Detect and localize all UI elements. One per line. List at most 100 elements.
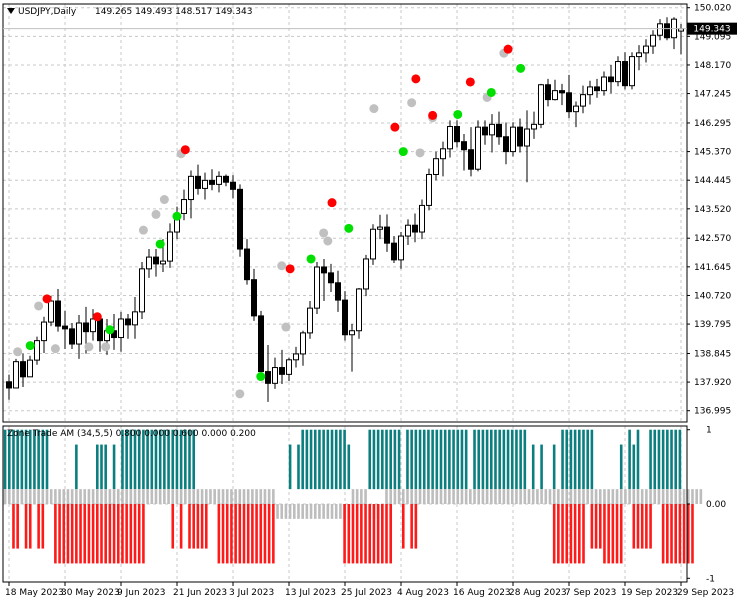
bull-candle-body	[524, 128, 530, 147]
indicator-teal-bar	[12, 429, 15, 490]
indicator-grey-bar	[330, 504, 334, 519]
bear-candle-body	[83, 322, 89, 333]
indicator-grey-bar	[464, 489, 468, 504]
bull-candle-body	[118, 318, 124, 339]
bull-candle-body	[636, 52, 642, 58]
indicator-teal-bar	[464, 429, 468, 490]
indicator-teal-bar	[20, 429, 24, 490]
indicator-axis: 1 0.00 -1	[687, 426, 726, 584]
indicator-bars	[3, 429, 703, 564]
indicator-grey-bar	[217, 489, 221, 504]
time-tick-label: 19 Sep 2023	[621, 588, 678, 598]
indicator-teal-bar	[498, 429, 501, 490]
candle	[146, 249, 152, 278]
indicator-red-bar	[401, 504, 405, 549]
time-tick-label: 3 Jul 2023	[229, 588, 274, 598]
indicator-grey-bar	[163, 489, 166, 504]
indicator-grey-bar	[678, 489, 682, 504]
bear-candle-body	[545, 84, 551, 101]
indicator-teal-bar	[137, 429, 141, 490]
indicator-grey-bar	[16, 489, 19, 504]
indicator-red-bar	[66, 504, 70, 564]
candle	[279, 349, 285, 384]
indicator-grey-bar	[410, 489, 413, 504]
candle	[286, 357, 292, 382]
bull-candle-body	[27, 359, 33, 378]
bear-candle-body	[55, 300, 61, 327]
bear-candle-body	[97, 318, 103, 342]
indicator-grey-bar	[301, 504, 304, 519]
bear-candle-body	[622, 61, 628, 87]
candle	[370, 224, 376, 265]
candle	[594, 78, 600, 98]
bull-candle-body	[447, 126, 453, 150]
signal-dot-grey	[50, 344, 60, 354]
indicator-teal-bar	[334, 429, 338, 490]
indicator-grey-bar	[37, 489, 40, 504]
indicator-red-bar	[221, 504, 225, 564]
indicator-red-bar	[594, 504, 598, 549]
candle	[601, 71, 607, 96]
triangle-down-icon[interactable]	[7, 8, 15, 14]
indicator-grey-bar	[242, 489, 246, 504]
bull-candle-body	[146, 256, 152, 270]
bear-candle-body	[335, 282, 341, 301]
candle	[608, 64, 614, 94]
bull-candle-body	[510, 126, 516, 153]
candle	[258, 310, 264, 378]
signal-dot-green	[453, 109, 463, 119]
indicator-grey-bar	[389, 489, 392, 504]
indicator-teal-bar	[448, 429, 451, 490]
bull-candle-body	[363, 258, 369, 290]
indicator-grey-bar	[209, 489, 212, 504]
indicator-grey-bar	[661, 489, 665, 504]
indicator-grey-bar	[246, 489, 250, 504]
indicator-red-bar	[670, 504, 673, 564]
indicator-grey-bar	[607, 489, 610, 504]
bear-candle-body	[559, 90, 565, 94]
indicator-grey-bar	[58, 489, 61, 504]
symbol-header: USDJPY,Daily 149.265 149.493 148.517 149…	[7, 7, 252, 17]
candle	[349, 323, 355, 372]
indicator-teal-bar	[100, 444, 103, 490]
indicator-grey-bar	[590, 489, 594, 504]
price-tick-label: 142.570	[694, 234, 731, 244]
candle	[468, 127, 474, 177]
bull-candle-body	[573, 105, 579, 113]
indicator-teal-bar	[552, 444, 556, 490]
indicator-red-bar	[204, 504, 208, 549]
indicator-teal-bar	[473, 429, 476, 490]
price-axis: 150.020 149.095 148.170 147.245 146.295 145.3…	[687, 4, 731, 417]
indicator-grey-bar	[422, 489, 426, 504]
indicator-grey-bar	[54, 489, 57, 504]
bull-candle-body	[160, 260, 166, 265]
indicator-red-bar	[234, 504, 237, 564]
indicator-red-bar	[121, 504, 124, 564]
indicator-grey-bar	[489, 489, 493, 504]
indicator-grey-bar	[691, 489, 694, 504]
indicator-teal-bar	[653, 429, 657, 490]
bear-candle-body	[328, 272, 334, 284]
indicator-red-bar	[347, 504, 351, 564]
indicator-grey-bar	[477, 489, 481, 504]
time-tick-label: 25 Jul 2023	[341, 588, 392, 598]
bear-candle-body	[258, 315, 264, 373]
indicator-grey-bar	[598, 489, 602, 504]
bull-candle-body	[48, 300, 54, 323]
indicator-red-bar	[619, 504, 623, 564]
candle	[440, 141, 446, 177]
indicator-teal-bar	[171, 429, 175, 490]
signal-dot-grey	[151, 209, 161, 219]
bull-candle-body	[90, 318, 96, 333]
indicator-red-bar	[573, 504, 577, 564]
indicator-red-bar	[62, 504, 66, 564]
indicator-teal-bar	[154, 429, 158, 490]
bull-candle-body	[216, 175, 222, 185]
bull-candle-body	[475, 126, 481, 170]
indicator-red-bar	[200, 504, 204, 549]
current-price-box	[687, 22, 737, 35]
indicator-grey-bar	[146, 489, 149, 504]
indicator-grey-bar	[121, 489, 124, 504]
indicator-red-bar	[603, 504, 606, 564]
